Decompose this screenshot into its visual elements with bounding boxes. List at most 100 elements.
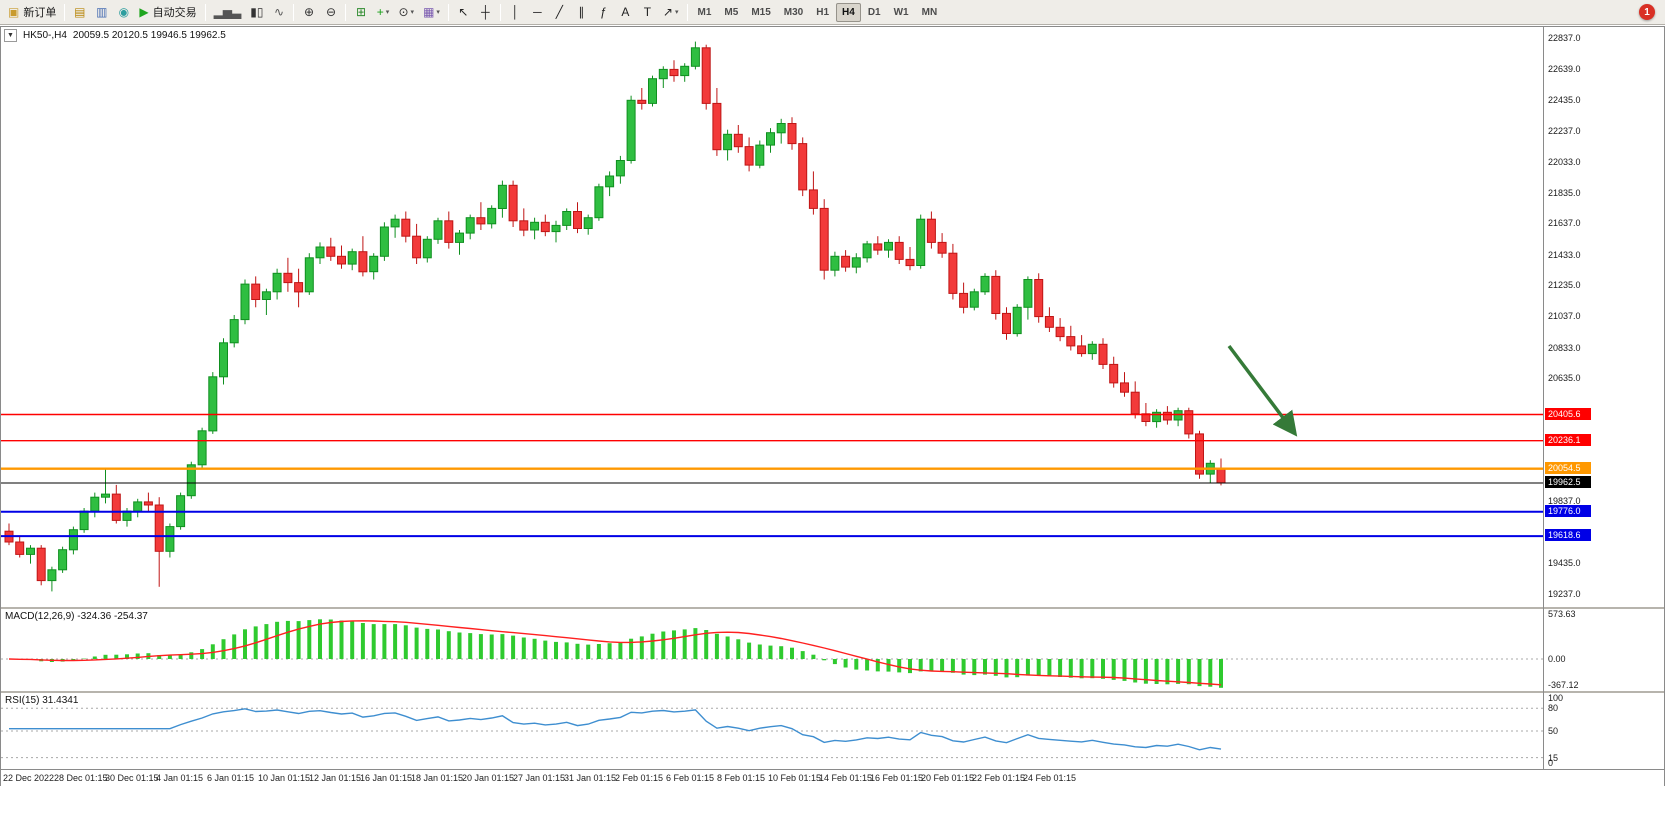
- text-icon: A: [621, 5, 630, 19]
- time-label: 6 Feb 01:15: [666, 773, 715, 783]
- line-chart-icon: ∿: [273, 5, 285, 19]
- profiles-button[interactable]: ▥: [91, 2, 112, 22]
- toolbar-separator: [686, 3, 688, 21]
- channel-icon: ∥: [578, 5, 585, 19]
- price-badge: 19618.6: [1545, 529, 1591, 541]
- time-label: 28 Dec 01:15: [54, 773, 108, 783]
- bar-chart-icon: ▂▅▃: [213, 5, 242, 19]
- symbol-label: HK50-,H4: [23, 30, 67, 41]
- time-axis[interactable]: 22 Dec 2022 28 Dec 01:15 30 Dec 01:15 4 Jan…: [1, 769, 1664, 786]
- timeframe-m5-button[interactable]: M5: [724, 6, 739, 18]
- rsi-axis-label: 80: [1548, 703, 1559, 713]
- macd-axis-label: 0.00: [1548, 654, 1566, 664]
- fibonacci-button[interactable]: ƒ: [593, 2, 614, 22]
- templates-button[interactable]: ▦ ▾: [419, 2, 444, 22]
- time-label: 10 Jan 01:15: [258, 773, 311, 783]
- crosshair-icon: ┼: [481, 5, 490, 19]
- time-label: 20 Feb 01:15: [921, 773, 975, 783]
- time-label: 22 Dec 2022: [3, 773, 55, 783]
- new-order-button[interactable]: ▣ 新订单: [4, 2, 60, 22]
- periods-button[interactable]: ⊙ ▾: [394, 2, 418, 22]
- timeframe-mn-button[interactable]: MN: [921, 6, 938, 18]
- horizontal-line-button[interactable]: ─: [527, 2, 548, 22]
- price-tick: 22033.0: [1548, 157, 1581, 167]
- dropdown-caret-icon: ▾: [385, 9, 390, 16]
- notification-badge[interactable]: 1: [1639, 4, 1655, 20]
- rsi-canvas[interactable]: [1, 693, 1543, 769]
- periods-icon: ⊙: [398, 5, 409, 19]
- new-order-button-label: 新订单: [23, 7, 57, 19]
- zoom-in-button[interactable]: ⊕: [298, 2, 319, 22]
- rsi-panel[interactable]: RSI(15) 31.4341 100 80 50 15 0: [1, 693, 1664, 769]
- price-axis[interactable]: 22837.0 22639.0 22435.0 22237.0 22033.0 21835…: [1544, 27, 1664, 607]
- price-tick: 20635.0: [1548, 373, 1581, 383]
- panel-splitter[interactable]: [1, 691, 1664, 693]
- fibonacci-icon: ƒ: [600, 5, 607, 19]
- crosshair-button[interactable]: ┼: [475, 2, 496, 22]
- toolbar-separator: [64, 3, 66, 21]
- price-chart-panel[interactable]: ▼ HK50-,H4 20059.5 20120.5 19946.5 19962…: [1, 27, 1664, 607]
- timeframe-w1-button[interactable]: W1: [893, 6, 909, 18]
- price-badge: 19776.0: [1545, 505, 1591, 517]
- timeframe-m15-button[interactable]: M15: [751, 6, 771, 18]
- rsi-line: [9, 708, 1222, 751]
- collapse-chart-icon[interactable]: ▼: [4, 29, 17, 42]
- arrows-icon: ↗: [662, 5, 673, 19]
- text-button[interactable]: A: [615, 2, 636, 22]
- bar-chart-button[interactable]: ▂▅▃: [210, 2, 246, 22]
- panel-splitter[interactable]: [1, 607, 1664, 609]
- top-toolbar: ▣ 新订单 ▤ ▥ ◉ ▶ 自动交易 ▂▅▃ ▮▯ ∿ ⊕ ⊖ ⊞ + ▾ ⊙ ▾ ▦ ▾ ↖ ┼ │ ─ ╱ ∥ ƒ A T ↗ ▾ M1…: [0, 0, 1665, 25]
- timeframe-m1-button[interactable]: M1: [697, 6, 712, 18]
- trendline-button[interactable]: ╱: [549, 2, 570, 22]
- price-chart-canvas[interactable]: [1, 27, 1543, 607]
- price-tick: 21637.0: [1548, 218, 1581, 228]
- zoom-out-button[interactable]: ⊖: [320, 2, 341, 22]
- label-button[interactable]: T: [637, 2, 658, 22]
- vertical-line-icon: │: [511, 5, 520, 19]
- new-chart-icon: ▤: [74, 5, 86, 19]
- macd-canvas[interactable]: [1, 609, 1543, 691]
- annotation-arrow[interactable]: [1227, 344, 1298, 437]
- macd-axis[interactable]: 573.63 0.00 -367.12: [1544, 609, 1664, 691]
- candlestick-chart-icon: ▮▯: [250, 5, 264, 19]
- time-label: 16 Jan 01:15: [360, 773, 413, 783]
- rsi-axis[interactable]: 100 80 50 15 0: [1544, 693, 1664, 769]
- trendline-icon: ╱: [555, 5, 564, 19]
- timeframe-h4-button[interactable]: H4: [836, 2, 861, 22]
- cursor-icon: ↖: [458, 5, 469, 19]
- dropdown-caret-icon: ▾: [436, 9, 440, 16]
- candlestick-chart-button[interactable]: ▮▯: [246, 2, 267, 22]
- autotrading-button-label: 自动交易: [152, 7, 197, 19]
- timeframe-m30-button[interactable]: M30: [783, 6, 804, 18]
- autotrading-button[interactable]: ▶ 自动交易: [135, 2, 200, 22]
- rsi-axis-label: 15: [1548, 753, 1559, 763]
- navigator-button[interactable]: ◉: [113, 2, 134, 22]
- dropdown-caret-icon: ▾: [674, 9, 679, 16]
- arrows-button[interactable]: ↗ ▾: [659, 2, 683, 22]
- time-label: 22 Feb 01:15: [972, 773, 1026, 783]
- channel-button[interactable]: ∥: [571, 2, 592, 22]
- indicators-button[interactable]: + ▾: [372, 2, 393, 22]
- time-label: 12 Jan 01:15: [309, 773, 362, 783]
- macd-panel[interactable]: MACD(12,26,9) -324.36 -254.37 573.63 0.00…: [1, 609, 1664, 691]
- toolbar-separator: [204, 3, 206, 21]
- price-badge: 20236.1: [1545, 434, 1591, 446]
- cursor-button[interactable]: ↖: [453, 2, 474, 22]
- timeframe-h1-button[interactable]: H1: [816, 6, 830, 18]
- rsi-axis-label: 0: [1548, 758, 1554, 768]
- macd-label: MACD(12,26,9) -324.36 -254.37: [5, 611, 148, 622]
- line-chart-button[interactable]: ∿: [268, 2, 289, 22]
- time-label: 8 Feb 01:15: [717, 773, 766, 783]
- time-label: 24 Feb 01:15: [1023, 773, 1077, 783]
- new-chart-button[interactable]: ▤: [69, 2, 90, 22]
- price-tick: 21433.0: [1548, 250, 1581, 260]
- grid-button[interactable]: ⊞: [350, 2, 371, 22]
- timeframe-d1-button[interactable]: D1: [867, 6, 881, 18]
- price-tick: 21835.0: [1548, 188, 1581, 198]
- navigator-icon: ◉: [118, 5, 130, 19]
- vertical-line-button[interactable]: │: [505, 2, 526, 22]
- templates-icon: ▦: [423, 5, 435, 19]
- axis-divider: [1543, 27, 1544, 769]
- chart-window: ▼ HK50-,H4 20059.5 20120.5 19946.5 19962…: [0, 26, 1665, 786]
